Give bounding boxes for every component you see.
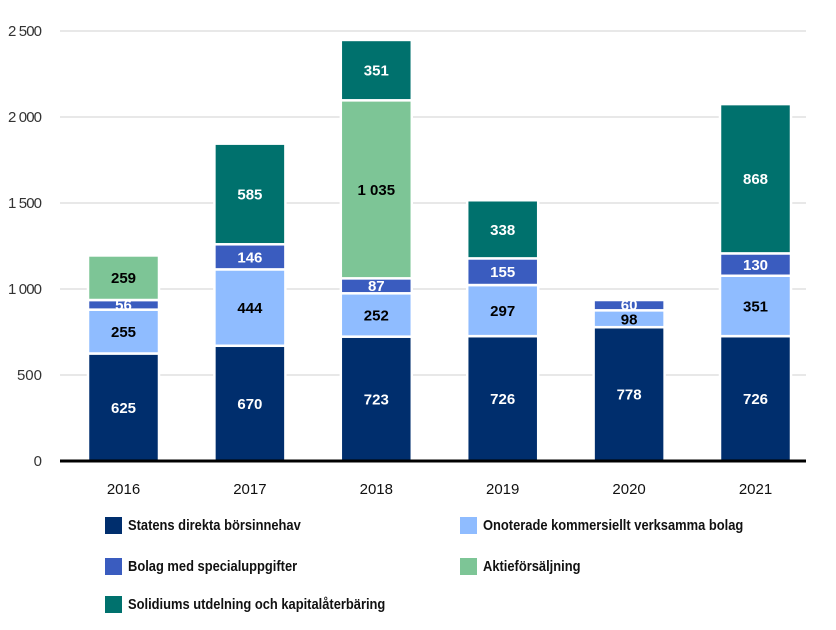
data-label: 60 [621, 297, 638, 314]
legend-label: Aktieförsäljning [483, 557, 581, 575]
data-label: 726 [490, 391, 515, 408]
data-label: 778 [617, 387, 642, 404]
bar-segment [339, 99, 414, 280]
bar-segment [213, 243, 287, 271]
bar-segment [465, 257, 540, 287]
legend-label: Solidiums utdelning och kapitalåterbärin… [128, 595, 386, 613]
legend-swatch [460, 557, 477, 575]
bar-segment [465, 283, 540, 338]
legend-swatch [105, 595, 122, 613]
data-label: 259 [111, 270, 136, 287]
x-tick-label: 2017 [233, 481, 266, 498]
bar-segment [86, 352, 161, 463]
data-label: 625 [111, 400, 136, 417]
bar-group-2017: 670 444 146 585 [213, 142, 287, 463]
bar-group-2021: 726 351 130 868 [718, 102, 793, 463]
bar-segment [718, 334, 793, 463]
legend-label: Bolag med specialuppgifter [128, 557, 298, 575]
y-tick-label: 2 500 [8, 23, 42, 40]
x-tick-label: 2019 [486, 481, 519, 498]
y-tick-label: 0 [34, 453, 42, 470]
gridlines [60, 30, 806, 376]
x-tick-label: 2021 [739, 481, 772, 498]
legend-item-specialuppgifter: Bolag med specialuppgifter [105, 555, 325, 577]
bar-segment [339, 38, 414, 102]
y-tick-label: 1 000 [8, 281, 42, 298]
y-tick-label: 2 000 [8, 109, 42, 126]
data-label: 252 [364, 307, 389, 324]
data-label: 130 [743, 257, 768, 274]
legend-item-statens-direkta: Statens direkta börsinnehav [105, 514, 329, 536]
data-label: 723 [364, 391, 389, 408]
bar-segment [718, 274, 793, 338]
legend-label: Onoterade kommersiellt verksamma bolag [483, 516, 744, 534]
data-label: 1 035 [358, 182, 396, 199]
bar-segment [213, 142, 287, 246]
y-tick-label: 1 500 [8, 195, 42, 212]
data-label: 146 [237, 249, 262, 266]
y-axis-ticks: 0 500 1 000 1 500 2 000 2 500 [8, 23, 42, 470]
data-label: 98 [621, 311, 638, 328]
legend-swatch [105, 557, 122, 575]
bar-segment [592, 298, 666, 312]
data-label: 585 [237, 186, 262, 203]
x-tick-label: 2016 [107, 481, 140, 498]
legend-swatch [105, 516, 122, 534]
data-label: 87 [368, 278, 385, 295]
data-label: 338 [490, 222, 515, 239]
data-label: 155 [490, 264, 515, 281]
x-axis-ticks: 2016 2017 2018 2019 2020 2021 [107, 481, 772, 498]
bar-segment [718, 102, 793, 255]
x-tick-label: 2018 [360, 481, 393, 498]
y-tick-label: 500 [17, 367, 42, 384]
bar-segment [339, 335, 414, 463]
legend-item-aktieforsaljning: Aktieförsäljning [460, 555, 596, 577]
bar-group-2019: 726 297 155 338 [465, 198, 540, 463]
legend-item-onoterade: Onoterade kommersiellt verksamma bolag [460, 514, 786, 536]
bar-segment [465, 198, 540, 260]
bar-segment [86, 254, 161, 302]
bar-segment [213, 344, 287, 463]
bar-segment [86, 308, 161, 355]
legend-label: Statens direkta börsinnehav [128, 516, 301, 534]
data-label: 444 [237, 300, 263, 317]
bar-group-2018: 723 252 87 1 035 351 [339, 38, 414, 463]
legend-item-solidium: Solidiums utdelning och kapitalåterbärin… [105, 593, 427, 615]
legend-swatch [460, 516, 477, 534]
data-label: 670 [237, 396, 262, 413]
x-tick-label: 2020 [612, 481, 645, 498]
data-label: 255 [111, 324, 136, 341]
data-label: 351 [743, 298, 768, 315]
bar-segment [592, 325, 666, 463]
data-label: 726 [743, 391, 768, 408]
data-label: 868 [743, 171, 768, 188]
bar-segment [465, 334, 540, 463]
data-label: 297 [490, 303, 515, 320]
data-label: 351 [364, 63, 389, 80]
